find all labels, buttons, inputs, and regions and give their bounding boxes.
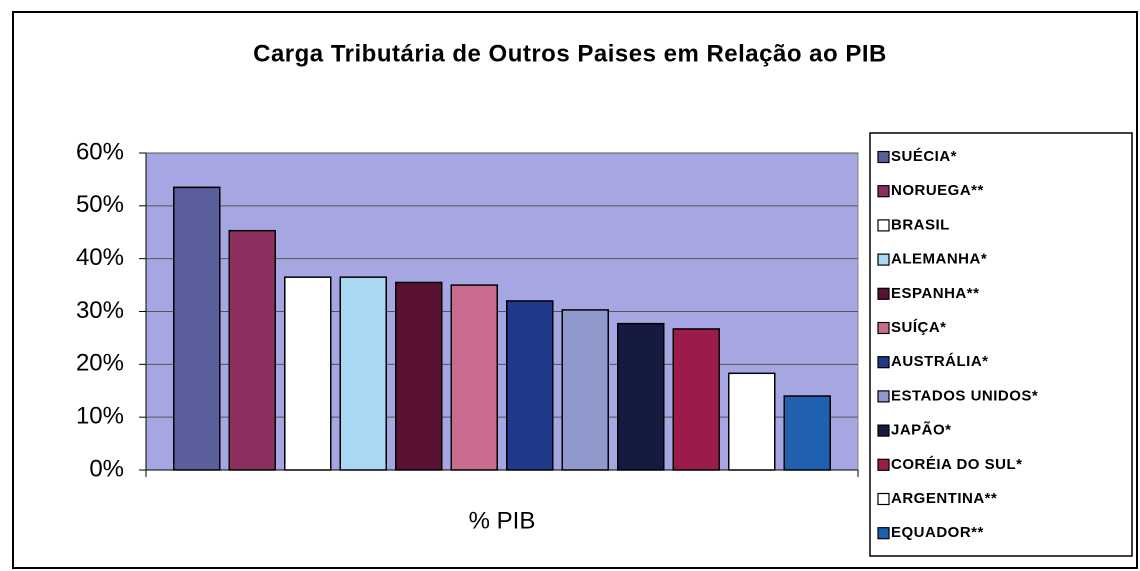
bar [284,276,332,471]
legend-swatch [877,356,890,369]
legend-label: ALEMANHA* [891,251,987,268]
y-tick-label: 60% [76,138,124,165]
legend-swatch [877,321,890,335]
bar [450,284,498,471]
legend-label: CORÉIA DO SUL* [891,456,1022,473]
legend-label: ESTADOS UNIDOS* [891,387,1038,404]
legend-label: NORUEGA** [891,182,984,199]
legend-swatch [877,492,890,506]
bar [672,328,720,471]
legend-swatch [877,287,890,300]
bar [783,395,831,471]
legend-label: BRASIL [891,216,950,233]
legend-swatch [877,527,890,540]
y-tick-label: 20% [76,350,124,377]
legend-label: JAPÃO* [891,421,952,439]
x-tick-label: % PIB [469,507,536,534]
legend-swatch [877,150,890,164]
y-tick-label: 40% [76,244,124,271]
legend-label: SUÉCIA* [891,148,957,165]
legend-swatch [877,219,890,232]
y-tick-label: 50% [76,191,124,218]
bar [617,322,665,471]
bar [228,229,276,471]
bar [395,281,443,471]
legend-label: SUÍÇA* [891,319,947,336]
legend-label: EQUADOR** [891,524,984,541]
bar [728,372,776,471]
legend-swatch [877,424,890,437]
y-tick-label: 10% [76,403,124,430]
chart-title: Carga Tributária de Outros Paises em Rel… [253,40,887,67]
legend-label: ARGENTINA** [891,490,997,507]
legend-swatch [877,253,890,266]
bar [173,186,221,471]
legend-label: AUSTRÁLIA* [891,353,989,370]
legend-label: ESPANHA** [891,285,979,302]
bar [561,309,609,471]
legend-swatch [877,185,890,198]
bar [506,300,554,471]
y-tick-label: 0% [89,455,124,482]
y-tick-label: 30% [76,297,124,324]
legend [869,132,1133,557]
legend-swatch [877,390,890,403]
legend-swatch [877,458,890,471]
bar [339,276,387,471]
